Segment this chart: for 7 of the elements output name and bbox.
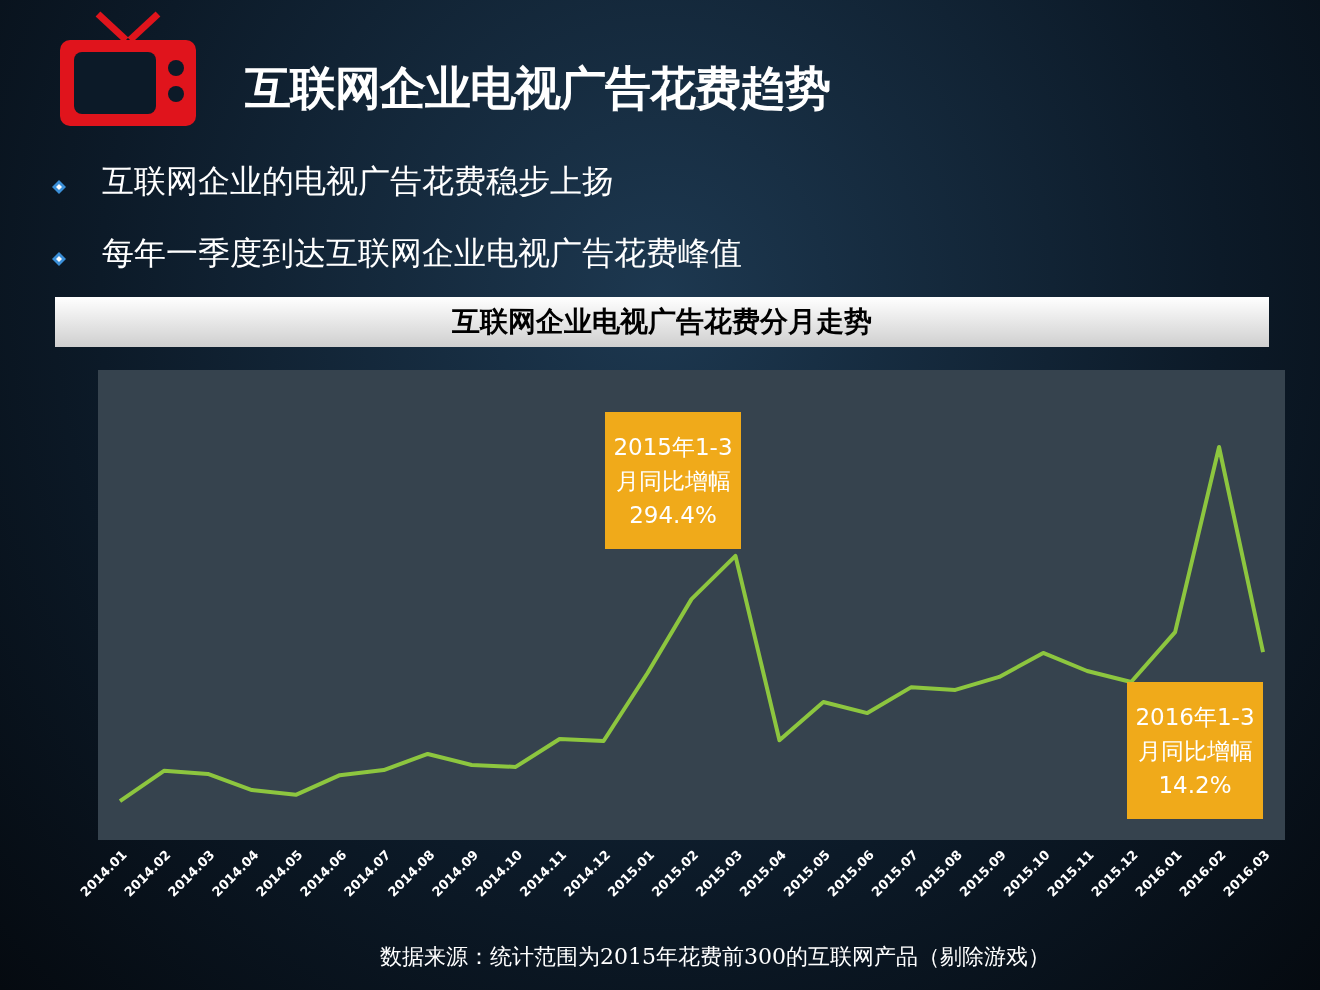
text: 互联网企业的电视广告花费稳步上扬	[102, 161, 614, 202]
text: 每年一季度到达互联网企业电视广告花费峰值	[102, 233, 742, 274]
annotation: 2016年1-3月同比增幅14.2%	[1134, 702, 1256, 800]
chart-title: 互联网企业电视广告花费趋势	[245, 60, 830, 117]
chart-subtitle: 互联网企业电视广告花费分月走势	[55, 297, 1269, 347]
annotation: 2015年1-3月同比增幅294.4%	[612, 432, 734, 530]
source-note: 数据来源：统计范围为2015年花费前300的互联网产品（剔除游戏）	[380, 943, 1050, 971]
